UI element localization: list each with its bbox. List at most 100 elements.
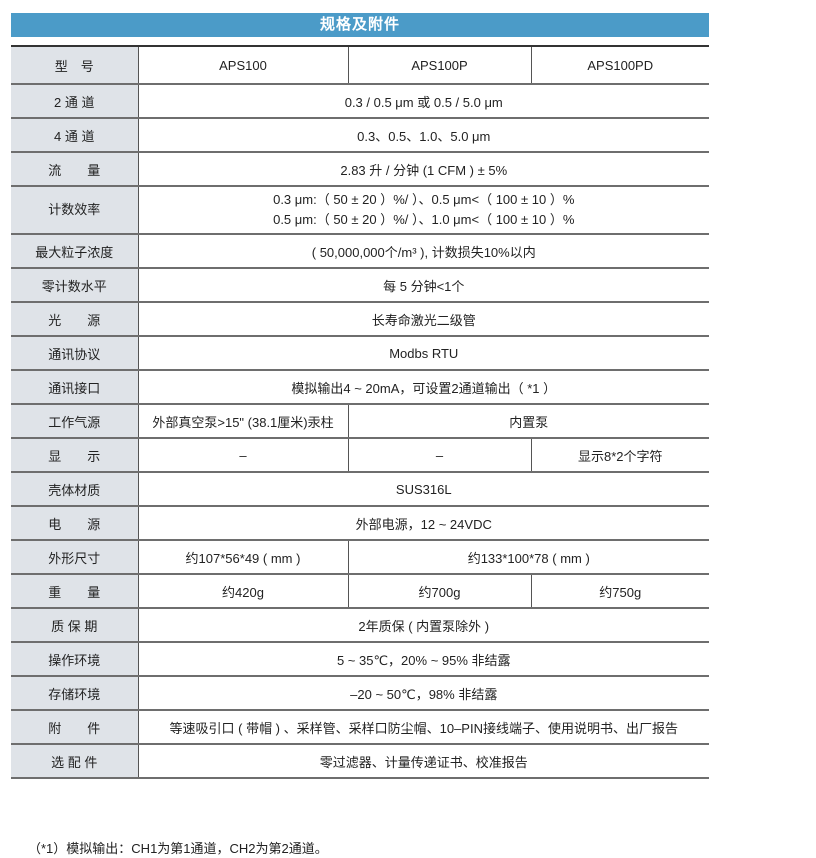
- row-value: –: [137, 437, 348, 473]
- row-label: 操作环境: [11, 641, 139, 677]
- row-label: 工作气源: [11, 403, 139, 439]
- row-value: ( 50,000,000个/m³ ), 计数损失10%以内: [137, 233, 709, 269]
- value-text: ( 50,000,000个/m³ ), 计数损失10%以内: [311, 244, 536, 260]
- row-value: 零过滤器、计量传递证书、校准报告: [137, 743, 709, 779]
- value-text: APS100P: [411, 57, 468, 73]
- table-row: 质 保 期 2年质保 ( 内置泵除外 ): [11, 607, 709, 643]
- row-value: 每 5 分钟<1个: [137, 267, 709, 303]
- table-row: 通讯协议 Modbs RTU: [11, 335, 709, 371]
- value-text: Modbs RTU: [389, 345, 459, 361]
- value-text: 长寿命激光二级管: [371, 312, 476, 328]
- table-row: 选 配 件 零过滤器、计量传递证书、校准报告: [11, 743, 709, 779]
- row-value: 外部真空泵>15" (38.1厘米)汞柱: [137, 403, 348, 439]
- row-label: 2 通 道: [11, 83, 139, 119]
- value-text: 内置泵: [509, 414, 549, 430]
- table-row: 电 源 外部电源，12 ~ 24VDC: [11, 505, 709, 541]
- value-text: 零过滤器、计量传递证书、校准报告: [319, 754, 528, 770]
- value-text: 外部真空泵>15" (38.1厘米)汞柱: [152, 414, 334, 430]
- value-text: 约700g: [418, 584, 461, 600]
- value-text: APS100: [219, 57, 267, 73]
- value-text: APS100PD: [587, 57, 654, 73]
- value-text: SUS316L: [395, 481, 452, 497]
- row-value: APS100P: [347, 45, 531, 85]
- row-value: 内置泵: [347, 403, 709, 439]
- table-row: 附 件 等速吸引口 ( 带帽 ) 、采样管、采样口防尘帽、10–PIN接线端子、使…: [11, 709, 709, 745]
- value-text: 约750g: [599, 584, 642, 600]
- table-row: 型 号 APS100 APS100P APS100PD: [11, 45, 709, 85]
- table-row: 壳体材质 SUS316L: [11, 471, 709, 507]
- row-value: Modbs RTU: [137, 335, 709, 371]
- row-value: 0.3、0.5、1.0、5.0 μm: [137, 117, 709, 153]
- row-value: 0.3 / 0.5 μm 或 0.5 / 5.0 μm: [137, 83, 709, 119]
- row-value: 模拟输出4 ~ 20mA，可设置2通道输出（ *1 ）: [137, 369, 709, 405]
- table-row: 2 通 道 0.3 / 0.5 μm 或 0.5 / 5.0 μm: [11, 83, 709, 119]
- table-row: 零计数水平 每 5 分钟<1个: [11, 267, 709, 303]
- value-text: 2年质保 ( 内置泵除外 ): [358, 618, 490, 634]
- row-value: 2年质保 ( 内置泵除外 ): [137, 607, 709, 643]
- row-value: 0.3 μm:（ 50 ± 20 ）%/ ）、0.5 μm<（ 100 ± 10…: [137, 185, 709, 235]
- value-text: 模拟输出4 ~ 20mA，可设置2通道输出（ *1 ）: [291, 380, 557, 396]
- value-text: –: [239, 447, 247, 463]
- row-value: 外部电源，12 ~ 24VDC: [137, 505, 709, 541]
- value-text: 约420g: [222, 584, 264, 600]
- value-text: –20 ~ 50℃，98% 非结露: [350, 686, 498, 702]
- row-value: APS100PD: [530, 45, 709, 85]
- row-label: 质 保 期: [11, 607, 139, 643]
- row-value: 约133*100*78 ( mm ): [347, 539, 709, 575]
- table-row: 存储环境 –20 ~ 50℃，98% 非结露: [11, 675, 709, 711]
- table-row: 光 源 长寿命激光二级管: [11, 301, 709, 337]
- row-label: 零计数水平: [11, 267, 139, 303]
- row-value: 2.83 升 / 分钟 (1 CFM ) ± 5%: [137, 151, 709, 187]
- table-row: 最大粒子浓度 ( 50,000,000个/m³ ), 计数损失10%以内: [11, 233, 709, 269]
- row-label: 计数效率: [11, 185, 139, 235]
- row-label: 附 件: [11, 709, 139, 745]
- row-value: 约750g: [530, 573, 709, 609]
- row-label: 选 配 件: [11, 743, 139, 779]
- row-value: –20 ~ 50℃，98% 非结露: [137, 675, 709, 711]
- value-text: 2.83 升 / 分钟 (1 CFM ) ± 5%: [340, 162, 508, 178]
- table-row: 流 量 2.83 升 / 分钟 (1 CFM ) ± 5%: [11, 151, 709, 187]
- value-text: 0.3 / 0.5 μm 或 0.5 / 5.0 μm: [344, 94, 503, 110]
- table-row: 操作环境 5 ~ 35℃，20% ~ 95% 非结露: [11, 641, 709, 677]
- row-label: 外形尺寸: [11, 539, 139, 575]
- row-value: 约420g: [137, 573, 348, 609]
- value-text-line2: 0.5 μm:（ 50 ± 20 ）%/ ）、1.0 μm<（ 100 ± 10…: [273, 212, 575, 227]
- table-row: 外形尺寸 约107*56*49 ( mm ) 约133*100*78 ( mm ): [11, 539, 709, 575]
- table-row: 显 示 – – 显示8*2个字符: [11, 437, 709, 473]
- value-text: 外部电源，12 ~ 24VDC: [355, 516, 492, 532]
- value-text: 显示8*2个字符: [577, 448, 663, 464]
- row-label: 通讯接口: [11, 369, 139, 405]
- table-row: 通讯接口 模拟输出4 ~ 20mA，可设置2通道输出（ *1 ）: [11, 369, 709, 405]
- row-label: 电 源: [11, 505, 139, 541]
- section-title: 规格及附件: [11, 13, 709, 37]
- row-label: 显 示: [11, 437, 139, 473]
- table-row: 重 量 约420g 约700g 约750g: [11, 573, 709, 609]
- value-text: 等速吸引口 ( 带帽 ) 、采样管、采样口防尘帽、10–PIN接线端子、使用说明…: [169, 720, 678, 736]
- row-value: APS100: [137, 45, 348, 85]
- value-text: 0.3 μm:（ 50 ± 20 ）%/ ）、0.5 μm<（ 100 ± 10…: [273, 192, 575, 207]
- row-value: 等速吸引口 ( 带帽 ) 、采样管、采样口防尘帽、10–PIN接线端子、使用说明…: [137, 709, 709, 745]
- row-value: 约107*56*49 ( mm ): [137, 539, 348, 575]
- value-text: 5 ~ 35℃，20% ~ 95% 非结露: [336, 652, 511, 668]
- row-label: 存储环境: [11, 675, 139, 711]
- table-row: 4 通 道 0.3、0.5、1.0、5.0 μm: [11, 117, 709, 153]
- row-value: 长寿命激光二级管: [137, 301, 709, 337]
- row-value: 约700g: [347, 573, 531, 609]
- footnote: （*1）模拟输出：CH1为第1通道，CH2为第2通道。: [28, 841, 328, 856]
- row-label: 通讯协议: [11, 335, 139, 371]
- row-label: 型 号: [11, 45, 139, 85]
- value-text: –: [435, 447, 444, 463]
- row-label: 壳体材质: [11, 471, 139, 507]
- row-label: 最大粒子浓度: [11, 233, 139, 269]
- row-label: 重 量: [11, 573, 139, 609]
- row-label: 光 源: [11, 301, 139, 337]
- value-text: 每 5 分钟<1个: [383, 278, 465, 294]
- row-value: SUS316L: [137, 471, 709, 507]
- table-row: 工作气源 外部真空泵>15" (38.1厘米)汞柱 内置泵: [11, 403, 709, 439]
- row-value: 5 ~ 35℃，20% ~ 95% 非结露: [137, 641, 709, 677]
- row-value: –: [347, 437, 531, 473]
- value-text: 约107*56*49 ( mm ): [185, 550, 301, 566]
- row-label: 流 量: [11, 151, 139, 187]
- row-label: 4 通 道: [11, 117, 139, 153]
- table-row: 计数效率 0.3 μm:（ 50 ± 20 ）%/ ）、0.5 μm<（ 100 …: [11, 185, 709, 235]
